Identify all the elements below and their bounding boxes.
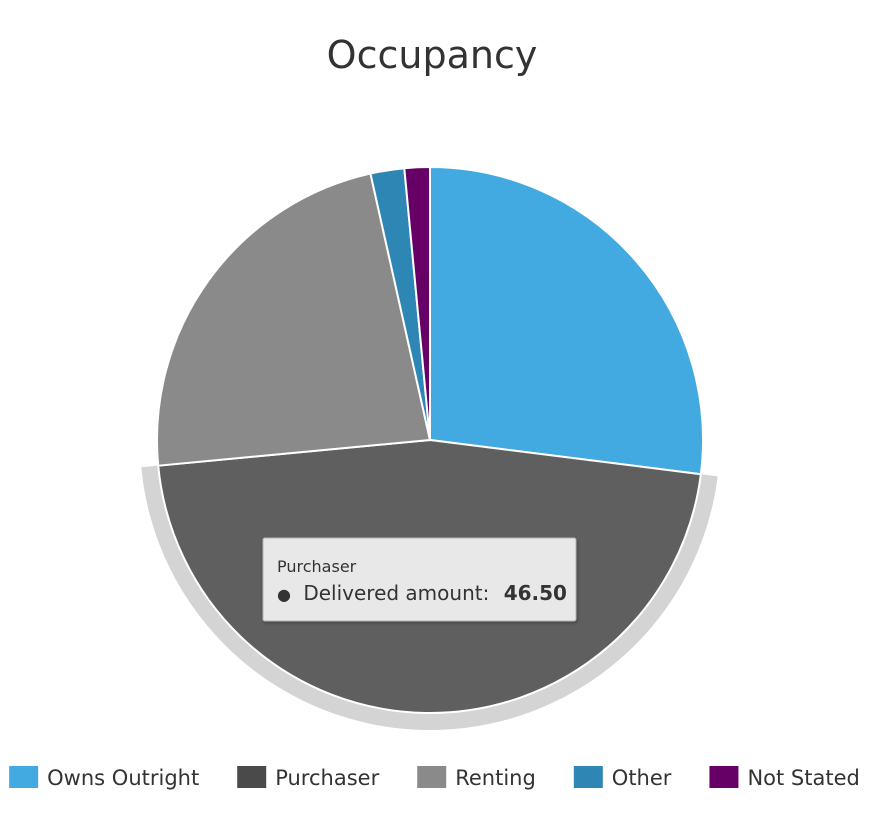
legend-swatch-purchaser: [237, 766, 267, 788]
legend-label-owns-outright: Owns Outright: [47, 766, 199, 790]
tooltip-bullet: ●: [277, 585, 291, 604]
chart-legend: Owns Outright Purchaser Renting Other Not St…: [9, 766, 860, 790]
pie-slices: [141, 166, 718, 731]
pie-slice-renting[interactable]: [156, 172, 431, 467]
pie-slice-owns-outright[interactable]: [429, 166, 704, 476]
legend-item-other[interactable]: Other: [573, 766, 672, 790]
legend-label-not-stated: Not Stated: [747, 766, 859, 790]
tooltip: [262, 537, 577, 622]
legend-swatch-renting: [417, 766, 447, 788]
chart-title: Occupancy: [327, 33, 538, 77]
tooltip-value: 46.50: [504, 581, 567, 605]
legend-item-renting[interactable]: Renting: [417, 766, 536, 790]
tooltip-label: Delivered amount:: [303, 581, 489, 605]
legend-label-purchaser: Purchaser: [275, 766, 379, 790]
legend-swatch-other: [573, 766, 603, 788]
legend-label-other: Other: [612, 766, 672, 790]
legend-item-purchaser[interactable]: Purchaser: [237, 766, 380, 790]
legend-label-renting: Renting: [455, 766, 536, 790]
legend-item-not-stated[interactable]: Not Stated: [709, 766, 860, 790]
pie-slice-not-stated[interactable]: [403, 166, 431, 441]
legend-item-owns-outright[interactable]: Owns Outright: [9, 766, 199, 790]
legend-swatch-owns-outright: [9, 766, 39, 788]
legend-swatch-not-stated: [709, 766, 739, 788]
tooltip-series-name: Purchaser: [277, 557, 357, 576]
tooltip-value-line: ● Delivered amount: 46.50: [277, 581, 567, 605]
